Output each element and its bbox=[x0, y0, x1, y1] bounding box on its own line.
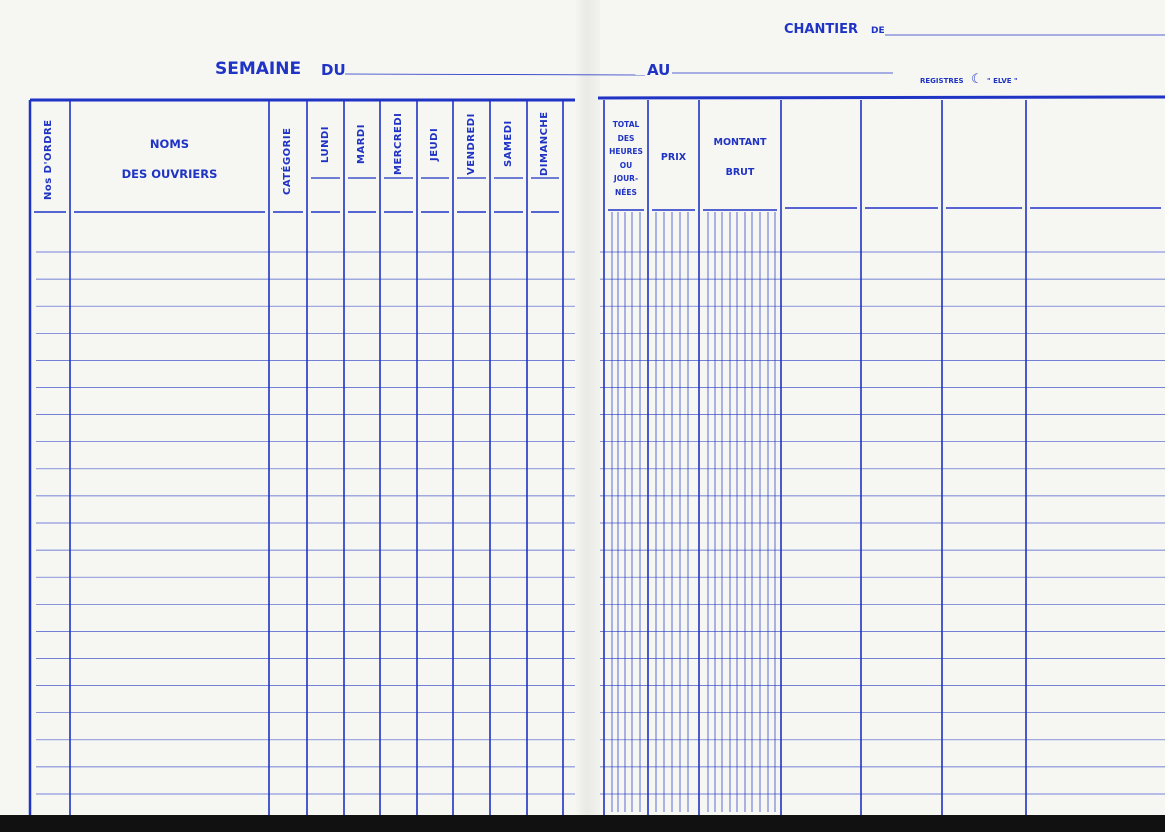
col-noms-2: DES OUVRIERS bbox=[121, 167, 218, 181]
semaine-label: SEMAINE bbox=[215, 59, 302, 79]
col-total-line: OU bbox=[619, 160, 633, 170]
col-total-line: JOUR- bbox=[613, 174, 639, 183]
registres-label: REGISTRES bbox=[920, 77, 964, 85]
col-day-dimanche: DIMANCHE bbox=[539, 111, 550, 176]
col-ordre: Nos D'ORDRE bbox=[43, 119, 54, 200]
book-gutter bbox=[575, 0, 600, 815]
au-label: AU bbox=[647, 61, 671, 79]
col-categorie: CATÉGORIE bbox=[282, 127, 293, 195]
chantier-label: CHANTIER bbox=[784, 22, 858, 37]
du-label: DU bbox=[321, 61, 346, 79]
col-day-mardi: MARDI bbox=[356, 124, 367, 164]
brand-label: " ELVE " bbox=[987, 77, 1018, 85]
col-total-line: NÉES bbox=[615, 187, 637, 197]
du-line bbox=[344, 73, 646, 76]
col-noms-1: NOMS bbox=[149, 137, 190, 151]
col-montant-2: BRUT bbox=[725, 167, 755, 178]
col-total-line: HEURES bbox=[609, 147, 643, 156]
col-montant-1: MONTANT bbox=[713, 137, 767, 148]
crescent-logo-icon: ☾ bbox=[971, 72, 983, 87]
col-total-line: TOTAL bbox=[612, 120, 640, 129]
col-day-samedi: SAMEDI bbox=[502, 120, 514, 168]
col-day-jeudi: JEUDI bbox=[429, 127, 440, 161]
col-prix: PRIX bbox=[660, 152, 687, 163]
col-day-mercredi: MERCREDI bbox=[392, 112, 404, 176]
scan-edge bbox=[0, 815, 1165, 832]
col-total-line: DES bbox=[617, 133, 635, 143]
chantier-de-label: DE bbox=[871, 26, 885, 36]
col-day-lundi: LUNDI bbox=[319, 125, 331, 163]
col-total: TOTAL DES HEURES OU JOUR- NÉES bbox=[604, 118, 648, 199]
col-day-vendredi: VENDREDI bbox=[465, 113, 477, 175]
top-rule-right bbox=[597, 95, 1165, 100]
